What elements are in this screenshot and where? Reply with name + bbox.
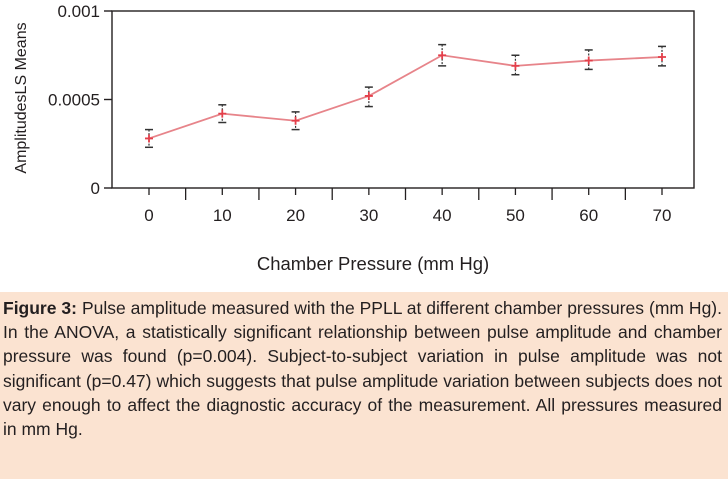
y-tick-label: 0 bbox=[91, 179, 100, 198]
data-point bbox=[291, 116, 300, 125]
data-point bbox=[438, 51, 447, 60]
x-tick-label: 30 bbox=[359, 206, 378, 225]
y-tick-label: 0.001 bbox=[57, 2, 100, 21]
x-ticks: 0 10 20 30 40 50 60 70 bbox=[144, 188, 671, 225]
data-point bbox=[145, 134, 153, 143]
plot-frame bbox=[111, 10, 695, 189]
x-tick-label: 10 bbox=[213, 206, 232, 225]
chart-area: 0 0.0005 0.001 0 10 20 30 40 50 60 70 AmplitudesL… bbox=[13, 2, 695, 274]
error-bar bbox=[584, 49, 593, 71]
x-tick-label: 50 bbox=[506, 206, 525, 225]
data-point bbox=[584, 56, 593, 65]
series-line bbox=[148, 54, 663, 140]
caption-text: Pulse amplitude measured with the PPLL a… bbox=[3, 298, 722, 440]
figure-caption: Figure 3: Pulse amplitude measured with … bbox=[0, 292, 728, 479]
x-tick-label: 70 bbox=[653, 206, 672, 225]
error-bar bbox=[364, 86, 373, 108]
series-group bbox=[145, 43, 666, 149]
error-bar bbox=[511, 54, 520, 76]
data-point bbox=[218, 109, 227, 118]
x-axis-label: Chamber Pressure (mm Hg) bbox=[257, 253, 489, 274]
caption-label: Figure 3: bbox=[3, 298, 77, 318]
y-ticks: 0 0.0005 0.001 bbox=[48, 2, 112, 198]
x-tick-label: 60 bbox=[579, 206, 598, 225]
data-point bbox=[658, 53, 666, 62]
line-chart: 0 0.0005 0.001 0 10 20 30 40 50 60 70 AmplitudesL… bbox=[13, 2, 695, 274]
error-bar bbox=[658, 45, 666, 67]
x-tick-label: 20 bbox=[286, 206, 305, 225]
x-tick-label: 40 bbox=[433, 206, 452, 225]
y-axis-label: AmplitudesLS Means bbox=[13, 22, 30, 173]
x-tick-label: 0 bbox=[144, 206, 153, 225]
y-tick-label: 0.0005 bbox=[48, 91, 100, 110]
data-point bbox=[511, 61, 520, 70]
data-point bbox=[364, 91, 373, 100]
